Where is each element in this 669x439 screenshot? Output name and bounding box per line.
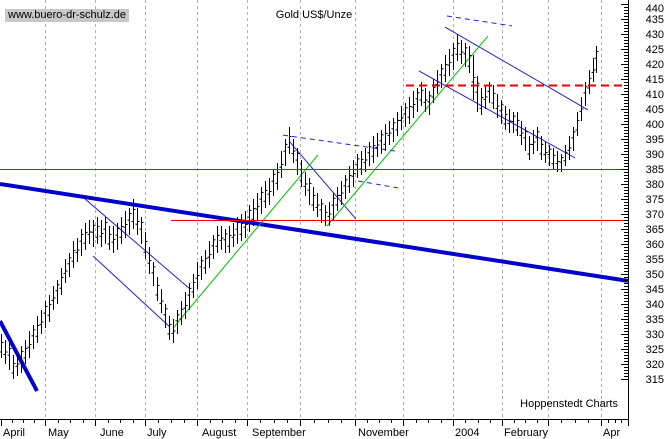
y-axis-price-label: 355 — [646, 254, 664, 266]
x-axis-month-label: August — [202, 427, 236, 439]
correction-channel-upper — [444, 26, 589, 111]
june-channel-lower — [92, 255, 171, 328]
x-axis-month-label: July — [147, 427, 167, 439]
y-axis-price-label: 420 — [646, 59, 664, 71]
y-axis-price-label: 405 — [646, 104, 664, 116]
long-term-downtrend — [0, 182, 629, 283]
november-flag-lower-dashed — [357, 180, 399, 189]
january-projection-dashed — [446, 15, 513, 27]
y-axis-price-label: 375 — [646, 194, 664, 206]
y-axis-price-label: 350 — [646, 269, 664, 281]
x-axis-month-label: 2004 — [455, 427, 479, 439]
september-correction-line — [288, 140, 357, 220]
y-axis-price-label: 360 — [646, 239, 664, 251]
y-axis-price-label: 320 — [646, 359, 664, 371]
y-axis-price-label: 330 — [646, 329, 664, 341]
y-axis-price-label: 345 — [646, 284, 664, 296]
x-axis-month-label: Apr — [603, 427, 620, 439]
y-axis-price-label: 435 — [646, 14, 664, 26]
y-axis-price-label: 390 — [646, 149, 664, 161]
x-axis-month-label: June — [100, 427, 124, 439]
y-axis-price-label: 440 — [646, 3, 664, 15]
june-channel-upper — [83, 197, 191, 290]
watermark-label: www.buero-dr-schulz.de — [5, 9, 129, 22]
x-axis-month-label: February — [504, 427, 549, 439]
y-axis-price-label: 380 — [646, 179, 664, 191]
y-axis-price-label: 315 — [646, 374, 664, 386]
y-axis-price-label: 410 — [646, 89, 664, 101]
old-steep-downtrend — [0, 320, 39, 392]
x-axis-month-label: September — [252, 427, 306, 439]
y-axis-price-label: 385 — [646, 164, 664, 176]
chart-title: Gold US$/Unze — [275, 9, 353, 21]
x-axis-month-label: April — [3, 427, 25, 439]
x-axis-month-label: May — [48, 427, 69, 439]
y-axis-price-label: 400 — [646, 119, 664, 131]
y-axis-price-label: 425 — [646, 44, 664, 56]
uptrend-october-january — [326, 35, 489, 227]
chart-credit-label: Hoppenstedt Charts — [520, 398, 618, 410]
y-axis-price-label: 395 — [646, 134, 664, 146]
x-axis-month-label: November — [358, 427, 409, 439]
y-axis-price-label: 335 — [646, 314, 664, 326]
uptrend-july-september — [172, 154, 319, 329]
y-axis-price-label: 325 — [646, 344, 664, 356]
october-flag-upper-dashed — [282, 134, 396, 152]
y-axis-price-label: 370 — [646, 209, 664, 221]
y-axis-price-label: 430 — [646, 29, 664, 41]
y-axis-price-label: 415 — [646, 74, 664, 86]
y-axis-price-label: 365 — [646, 224, 664, 236]
y-axis-price-label: 340 — [646, 299, 664, 311]
